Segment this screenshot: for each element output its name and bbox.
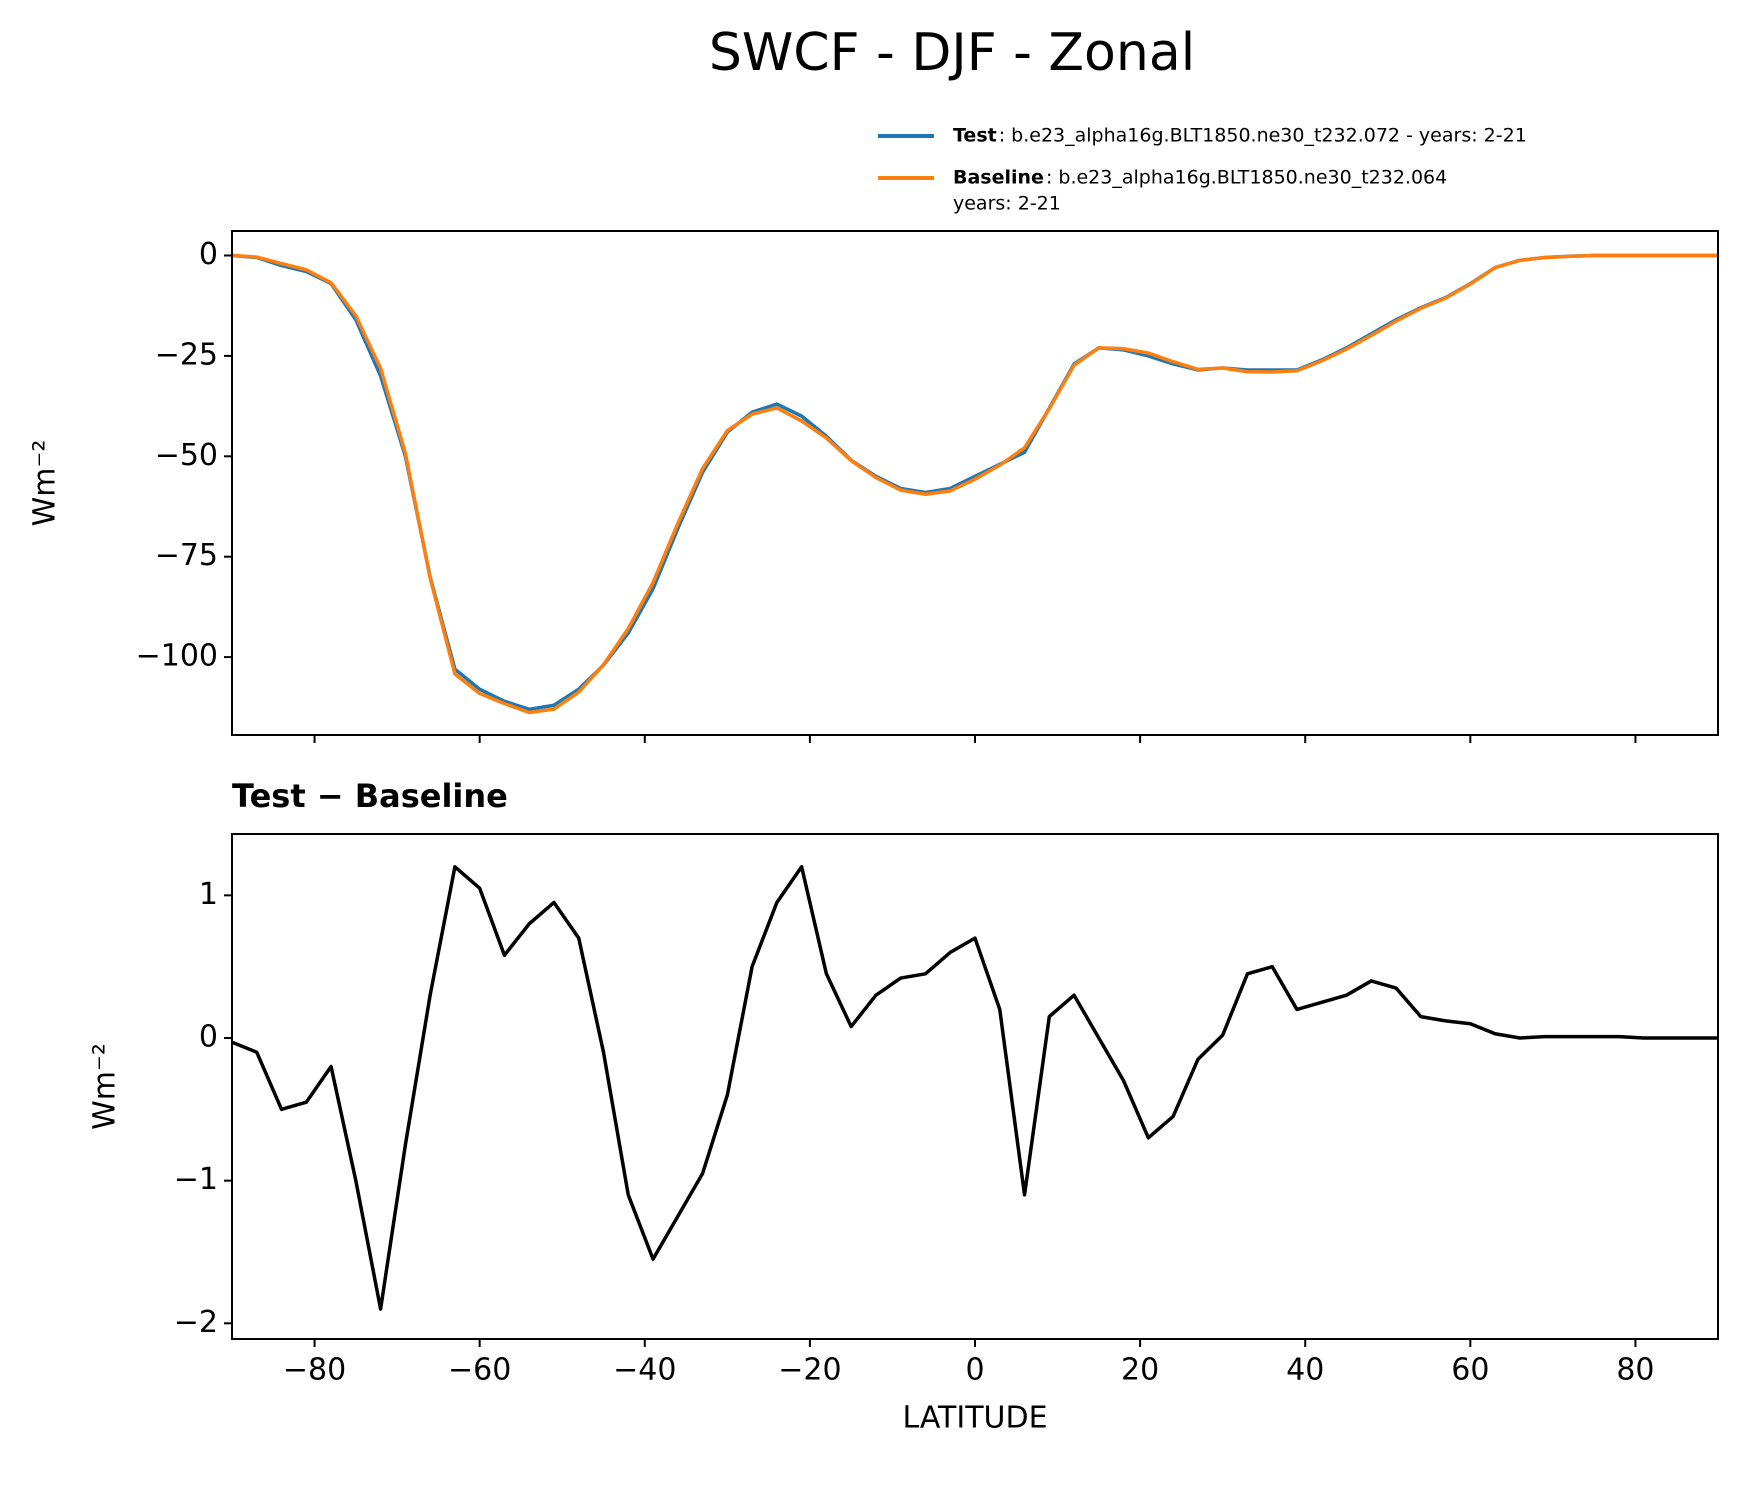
y-tick-label: −75 bbox=[155, 538, 218, 573]
x-tick-label: 60 bbox=[1451, 1353, 1489, 1388]
y-tick-label: −2 bbox=[174, 1305, 218, 1340]
x-axis-label: LATITUDE bbox=[902, 1401, 1047, 1436]
subplot-title: Test − Baseline bbox=[232, 777, 508, 815]
x-tick-label: −20 bbox=[778, 1353, 841, 1388]
x-tick-label: −40 bbox=[613, 1353, 676, 1388]
x-tick-label: 40 bbox=[1286, 1353, 1324, 1388]
x-tick-label: 20 bbox=[1121, 1353, 1159, 1388]
x-tick-label: −60 bbox=[448, 1353, 511, 1388]
plot-frame bbox=[231, 230, 1719, 736]
y-tick-label: −100 bbox=[136, 639, 218, 674]
legend-text: : b.e23_alpha16g.BLT1850.ne30_t232.064 bbox=[1046, 167, 1447, 189]
legend-text: years: 2-21 bbox=[953, 193, 1061, 215]
plot-frame bbox=[231, 833, 1719, 1340]
x-tick-label: 0 bbox=[965, 1353, 984, 1388]
y-tick-label: 1 bbox=[199, 877, 218, 912]
series-line bbox=[231, 253, 1718, 715]
x-tick-label: −80 bbox=[283, 1353, 346, 1388]
y-tick-label: −25 bbox=[155, 337, 218, 372]
legend-name: Test bbox=[953, 125, 997, 147]
y-tick-label: −50 bbox=[155, 438, 218, 473]
y-tick-label: −1 bbox=[174, 1162, 218, 1197]
legend-text: : b.e23_alpha16g.BLT1850.ne30_t232.072 -… bbox=[999, 125, 1527, 147]
y-axis-label: Wm⁻² bbox=[28, 440, 63, 527]
legend-name: Baseline bbox=[953, 167, 1044, 189]
y-axis-label: Wm⁻² bbox=[88, 1043, 123, 1130]
y-tick-label: 0 bbox=[199, 237, 218, 272]
x-tick-label: 80 bbox=[1616, 1353, 1654, 1388]
figure-title: SWCF - DJF - Zonal bbox=[709, 23, 1195, 83]
y-tick-label: 0 bbox=[199, 1019, 218, 1054]
series-line bbox=[231, 253, 1718, 712]
series-line bbox=[231, 865, 1718, 1311]
